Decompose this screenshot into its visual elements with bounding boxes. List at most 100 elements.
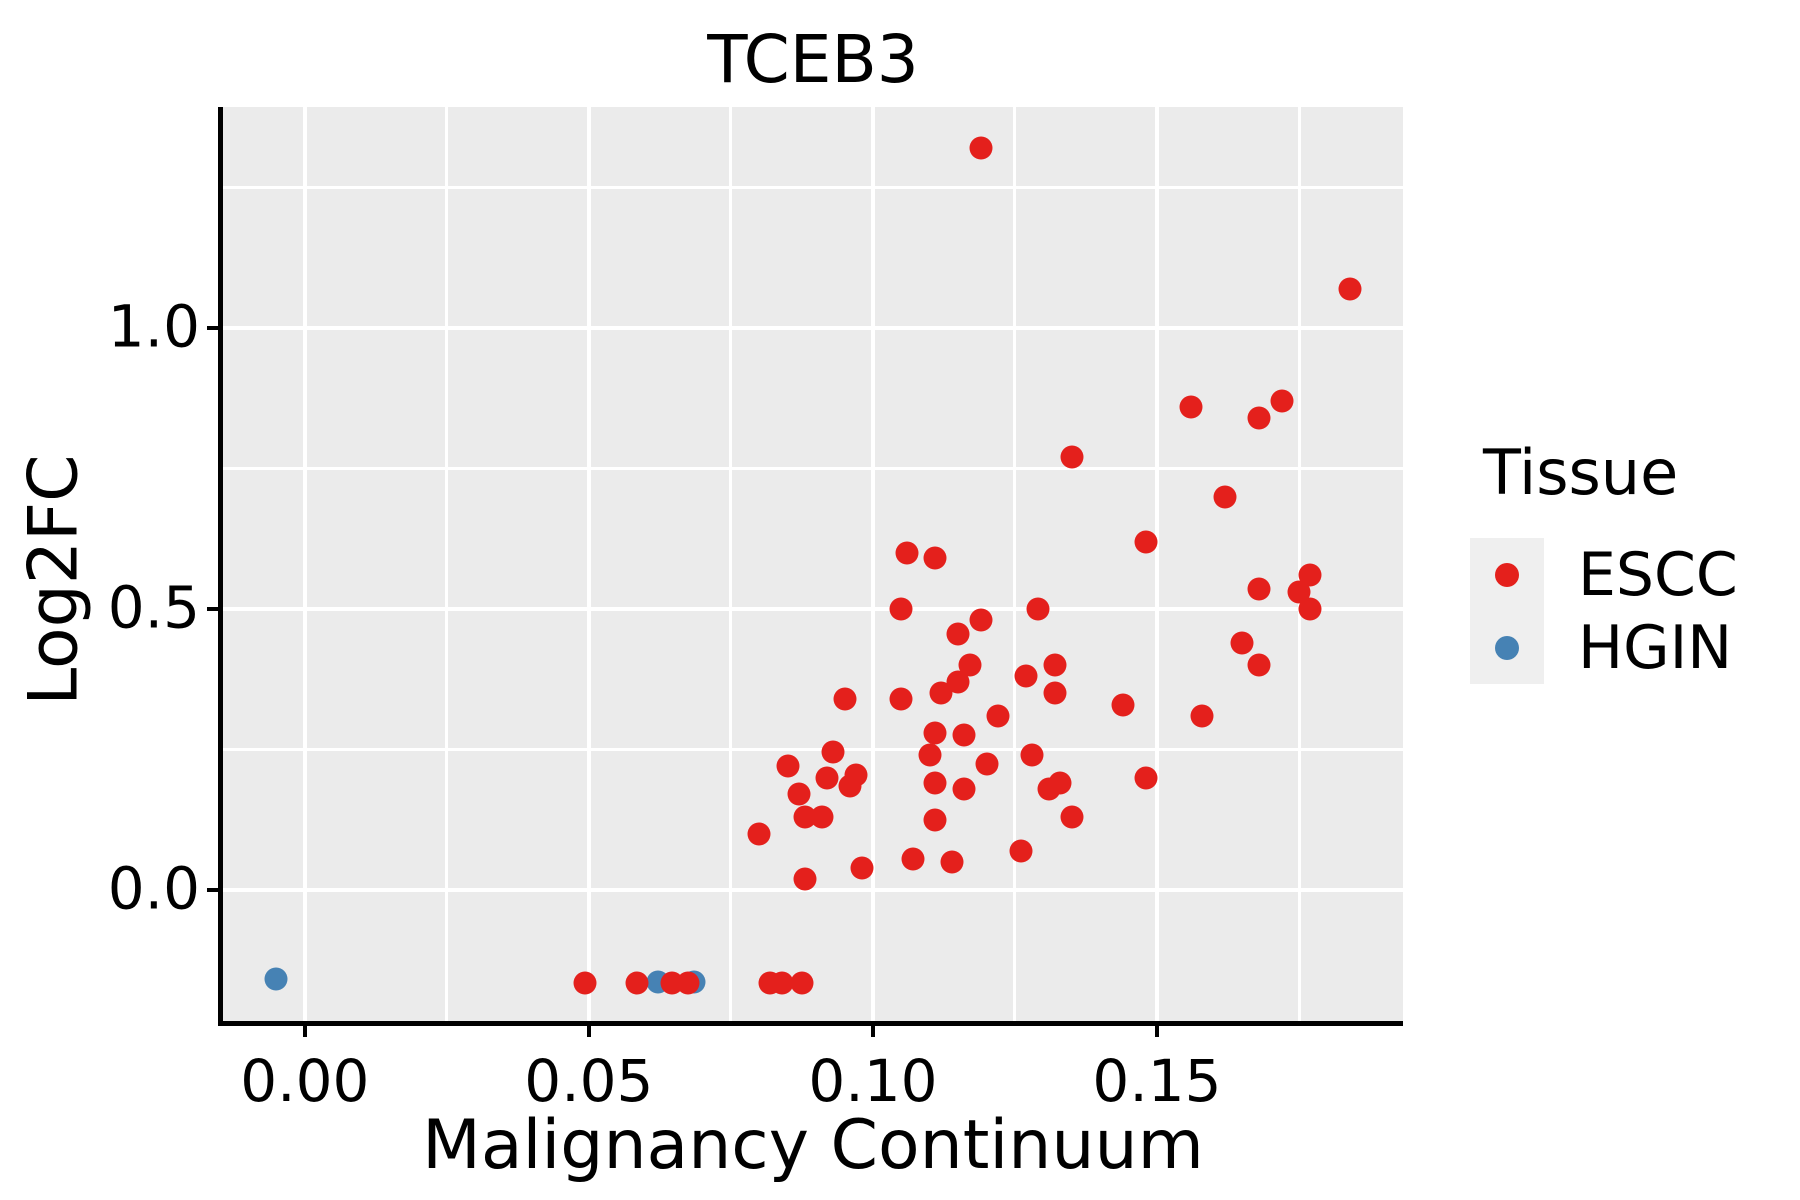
data-point-escc (889, 597, 913, 621)
x-tick-label: 0.05 (524, 1047, 654, 1115)
x-tick-label: 0.15 (1092, 1047, 1222, 1115)
data-point-escc (573, 971, 597, 995)
x-axis-title: Malignancy Continuum (422, 1106, 1204, 1185)
gridline-x-major (302, 107, 307, 1021)
plot-title: TCEB3 (707, 21, 919, 98)
data-point-escc (969, 608, 993, 632)
data-point-escc (676, 971, 700, 995)
gridline-y-minor (223, 185, 1403, 189)
y-tick-label: 0.5 (107, 573, 200, 642)
data-point-escc (889, 687, 913, 711)
y-axis-title: Log2FC (14, 454, 94, 706)
data-point-escc (1014, 664, 1038, 688)
data-point-escc (986, 704, 1010, 728)
data-point-escc (1060, 445, 1084, 469)
gridline-y-major (223, 606, 1403, 611)
data-point-escc (1247, 406, 1271, 430)
data-point-escc (923, 721, 947, 745)
data-point-escc (1043, 681, 1067, 705)
data-point-escc (787, 782, 811, 806)
data-point-escc (815, 766, 839, 790)
data-point-escc (1009, 839, 1033, 863)
x-tick-label: 0.00 (240, 1047, 370, 1115)
data-point-escc (1043, 653, 1067, 677)
data-point-escc (1134, 530, 1158, 553)
data-point-escc (958, 653, 982, 677)
data-point-escc (901, 847, 925, 871)
data-point-escc (918, 743, 942, 767)
data-point-escc (776, 754, 800, 778)
data-point-escc (1298, 563, 1322, 587)
data-point-escc (1247, 653, 1271, 677)
gridline-x-minor (729, 107, 733, 1021)
y-tick-label: 0.0 (107, 854, 200, 923)
data-point-escc (952, 777, 976, 801)
x-tick (302, 1026, 307, 1037)
y-tick (207, 325, 218, 330)
data-point-escc (625, 971, 649, 995)
x-tick (586, 1026, 591, 1037)
y-tick (207, 606, 218, 611)
data-point-escc (1060, 805, 1084, 829)
data-point-escc (895, 541, 919, 565)
data-point-escc (1338, 277, 1362, 301)
data-point-escc (1134, 766, 1158, 790)
x-tick (1155, 1026, 1159, 1037)
gridline-y-minor (223, 747, 1403, 751)
data-point-escc (1179, 395, 1203, 419)
gridline-x-major (870, 107, 875, 1021)
plot-panel (223, 107, 1403, 1021)
data-point-escc (923, 771, 947, 795)
legend-label-escc: ESCC (1578, 539, 1738, 610)
data-point-escc (747, 822, 771, 846)
legend-dot-escc (1495, 562, 1519, 587)
gridline-x-major (586, 107, 591, 1021)
gridline-x-minor (1013, 107, 1017, 1021)
data-point-escc (969, 136, 993, 160)
legend-title: Tissue (1483, 436, 1679, 509)
gridline-x-minor (445, 107, 449, 1021)
data-point-escc (929, 681, 953, 705)
data-point-escc (940, 850, 964, 874)
data-point-escc (838, 774, 862, 798)
data-point-escc (793, 867, 817, 891)
data-point-escc (1298, 597, 1322, 621)
data-point-escc (1111, 693, 1135, 717)
data-point-escc (1247, 577, 1271, 601)
y-axis-line (218, 107, 223, 1026)
gridline-y-minor (223, 466, 1403, 470)
data-point-escc (923, 808, 947, 832)
data-point-hgin (264, 967, 288, 991)
data-point-escc (821, 740, 845, 764)
data-point-escc (1037, 777, 1061, 801)
legend-label-hgin: HGIN (1578, 612, 1733, 683)
x-tick-label: 0.10 (808, 1047, 938, 1115)
legend-key-hgin (1470, 611, 1544, 684)
data-point-escc (850, 856, 874, 880)
y-tick-label: 1.0 (107, 292, 200, 361)
data-point-escc (770, 971, 794, 995)
y-tick (207, 888, 218, 893)
data-point-escc (1213, 485, 1237, 509)
legend-dot-hgin (1495, 635, 1519, 660)
data-point-escc (1270, 389, 1294, 413)
gridline-y-major (223, 888, 1403, 893)
data-point-escc (1020, 743, 1044, 767)
data-point-escc (923, 546, 947, 570)
gridline-x-major (1155, 107, 1159, 1021)
data-point-escc (1026, 597, 1050, 621)
x-axis-line (218, 1021, 1403, 1026)
data-point-escc (946, 670, 970, 694)
data-point-escc (975, 752, 999, 776)
gridline-x-minor (1297, 107, 1301, 1021)
data-point-escc (1190, 704, 1214, 728)
x-tick (870, 1026, 875, 1037)
gridline-y-major (223, 325, 1403, 330)
data-point-escc (790, 971, 814, 995)
data-point-escc (946, 622, 970, 646)
data-point-escc (1230, 631, 1254, 655)
data-point-escc (810, 805, 834, 829)
legend-key-escc (1470, 538, 1544, 611)
data-point-escc (952, 723, 976, 747)
